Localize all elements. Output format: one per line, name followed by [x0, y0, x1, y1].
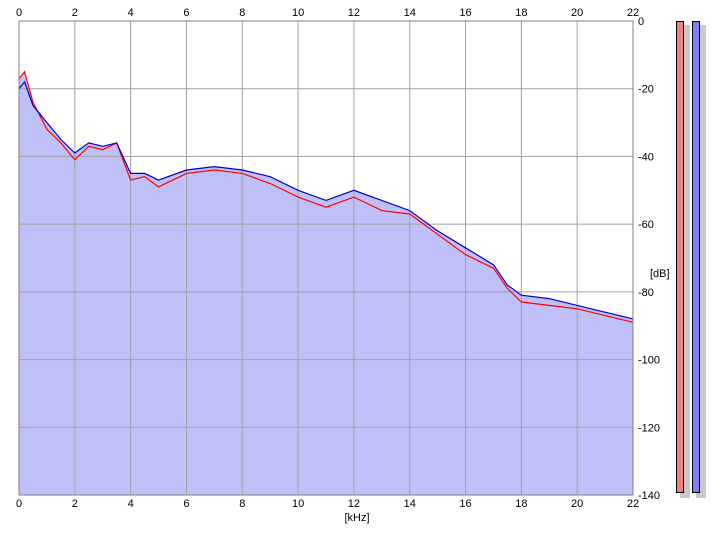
x-tick-label-top: 22 [627, 7, 639, 19]
x-axis-label: [kHz] [344, 512, 369, 524]
x-tick-label-bottom: 22 [627, 498, 639, 510]
x-axis-top: 0 2 4 6 8 10 12 14 16 18 20 22 [16, 7, 639, 19]
x-tick-label-bottom: 6 [183, 498, 189, 510]
x-tick-label-top: 18 [515, 7, 527, 19]
x-tick-label-bottom: 0 [16, 498, 22, 510]
right-channel-meter [692, 21, 700, 493]
x-tick-label-bottom: 2 [72, 498, 78, 510]
right-meter-shadow [696, 25, 706, 498]
left-channel-meter [676, 21, 684, 493]
y-tick-label: 0 [638, 16, 644, 28]
series-line-2 [18, 80, 634, 320]
x-tick-label-top: 14 [404, 7, 416, 19]
plot-border [18, 20, 634, 496]
x-tick-label-top: 20 [571, 7, 583, 19]
x-tick-label-top: 8 [239, 7, 245, 19]
x-tick-label-top: 16 [459, 7, 471, 19]
left-meter-shadow [680, 25, 690, 498]
y-axis-right: 0 -20 -40 -60 -80 -100 -120 -140 [638, 16, 660, 502]
y-tick-label: -20 [638, 84, 654, 96]
x-tick-label-top: 2 [72, 7, 78, 19]
y-tick-label: -60 [638, 219, 654, 231]
y-tick-label: -40 [638, 151, 654, 163]
x-tick-label-bottom: 8 [239, 498, 245, 510]
x-tick-label-bottom: 18 [515, 498, 527, 510]
spectrum-area [19, 71, 633, 496]
series-line-1 [18, 70, 634, 323]
y-tick-label: -120 [638, 422, 660, 434]
y-tick-label: -140 [638, 490, 660, 502]
x-tick-label-bottom: 20 [571, 498, 583, 510]
x-tick-label-bottom: 16 [459, 498, 471, 510]
y-axis-label: [dB] [650, 268, 670, 280]
x-tick-label-bottom: 12 [348, 498, 360, 510]
x-tick-label-top: 12 [348, 7, 360, 19]
x-tick-label-top: 4 [128, 7, 134, 19]
y-tick-label: -100 [638, 355, 660, 367]
x-tick-label-bottom: 14 [404, 498, 416, 510]
series-layer [18, 70, 634, 323]
x-axis-bottom: 0 2 4 6 8 10 12 14 16 18 20 22 [16, 498, 639, 510]
x-tick-label-bottom: 10 [292, 498, 304, 510]
x-tick-label-top: 6 [183, 7, 189, 19]
x-tick-label-top: 0 [16, 7, 22, 19]
x-tick-label-bottom: 4 [128, 498, 134, 510]
spectrum-fill [19, 71, 633, 496]
y-tick-label: -80 [638, 287, 654, 299]
x-tick-label-top: 10 [292, 7, 304, 19]
